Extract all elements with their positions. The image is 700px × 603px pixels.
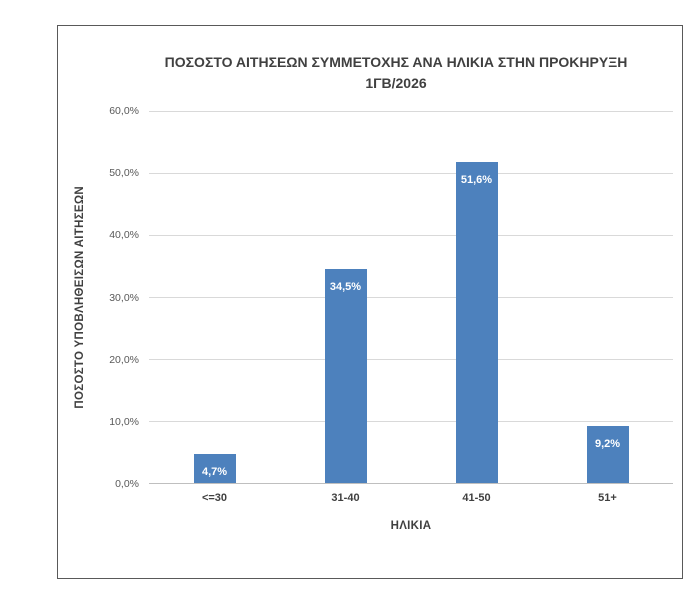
chart-title: ΠΟΣΟΣΤΟ ΑΙΤΗΣΕΩΝ ΣΥΜΜΕΤΟΧΗΣ ΑΝΑ ΗΛΙΚΙΑ Σ… <box>164 54 628 91</box>
bar-value-label: 34,5% <box>329 280 362 293</box>
bar-value-label: 4,7% <box>201 465 228 478</box>
gridline <box>149 172 673 174</box>
gridline <box>149 234 673 236</box>
bar-value-label: 9,2% <box>594 437 621 450</box>
gridline <box>149 110 673 112</box>
x-axis-title: ΗΛΙΚΙΑ <box>390 520 432 532</box>
y-tick-label: 0,0% <box>115 478 139 490</box>
y-tick-label: 20,0% <box>109 353 139 366</box>
y-tick-label: 30,0% <box>109 291 139 304</box>
plot-area: 0,0% 10,0% 20,0% 30,0% 40,0% 50,0% 60,0% 4,7% <=… <box>109 105 673 504</box>
x-tick-label: <=30 <box>201 492 228 504</box>
y-tick-label: 40,0% <box>109 229 139 242</box>
x-tick-label: 51+ <box>598 492 617 504</box>
gridline <box>149 421 673 423</box>
y-tick-label: 50,0% <box>109 167 139 180</box>
gridline <box>149 359 673 361</box>
chart-frame: ΠΟΣΟΣΤΟ ΑΙΤΗΣΕΩΝ ΣΥΜΜΕΤΟΧΗΣ ΑΝΑ ΗΛΙΚΙΑ Σ… <box>57 25 683 579</box>
y-tick-label: 60,0% <box>109 105 139 117</box>
bar-51+: 9,2% <box>586 425 629 483</box>
x-tick-label: 41-50 <box>462 492 491 504</box>
gridline <box>149 297 673 298</box>
x-tick-label: 31-40 <box>331 492 360 504</box>
bar-31-40: 34,5% <box>324 268 367 483</box>
y-tick-label: 10,0% <box>109 415 139 428</box>
bar-<=30: 4,7% <box>193 453 236 483</box>
bar-41-50: 51,6% <box>455 162 498 483</box>
bar-value-label: 51,6% <box>460 174 493 187</box>
